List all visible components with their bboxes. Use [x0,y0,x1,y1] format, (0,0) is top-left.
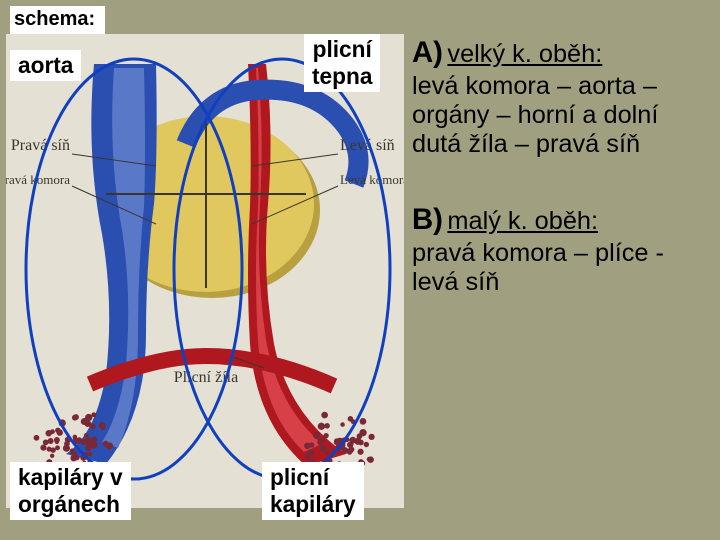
section-a: A) velký k. oběh: levá komora – aorta – … [412,36,712,159]
label-plicni-kapilary: plicní kapiláry [262,462,364,520]
circulation-diagram: Pravá síň Pravá komora Levá síň Levá kom… [6,34,404,508]
label-aorta: aorta [10,50,81,81]
text-column: A) velký k. oběh: levá komora – aorta – … [412,36,712,325]
label-kapilary-v-organech: kapiláry v orgánech [10,462,131,520]
label-leva-komora: Levá komora [340,172,404,187]
section-a-letter: A) [412,36,443,69]
section-a-title: velký k. oběh: [447,40,602,68]
section-b: B) malý k. oběh: pravá komora – plíce - … [412,203,712,297]
section-b-title: malý k. oběh: [447,207,598,235]
section-b-letter: B) [412,203,443,236]
label-plicni-tepna: plicní tepna [304,34,380,92]
label-prava-sin: Pravá síň [11,137,70,154]
section-a-body: levá komora – aorta – orgány – horní a d… [412,72,712,159]
section-b-body: pravá komora – plíce - levá síň [412,239,712,297]
schema-title: schema: [10,6,105,35]
diagram-svg: Pravá síň Pravá komora Levá síň Levá kom… [6,34,404,508]
slide-page: schema: [0,0,720,540]
